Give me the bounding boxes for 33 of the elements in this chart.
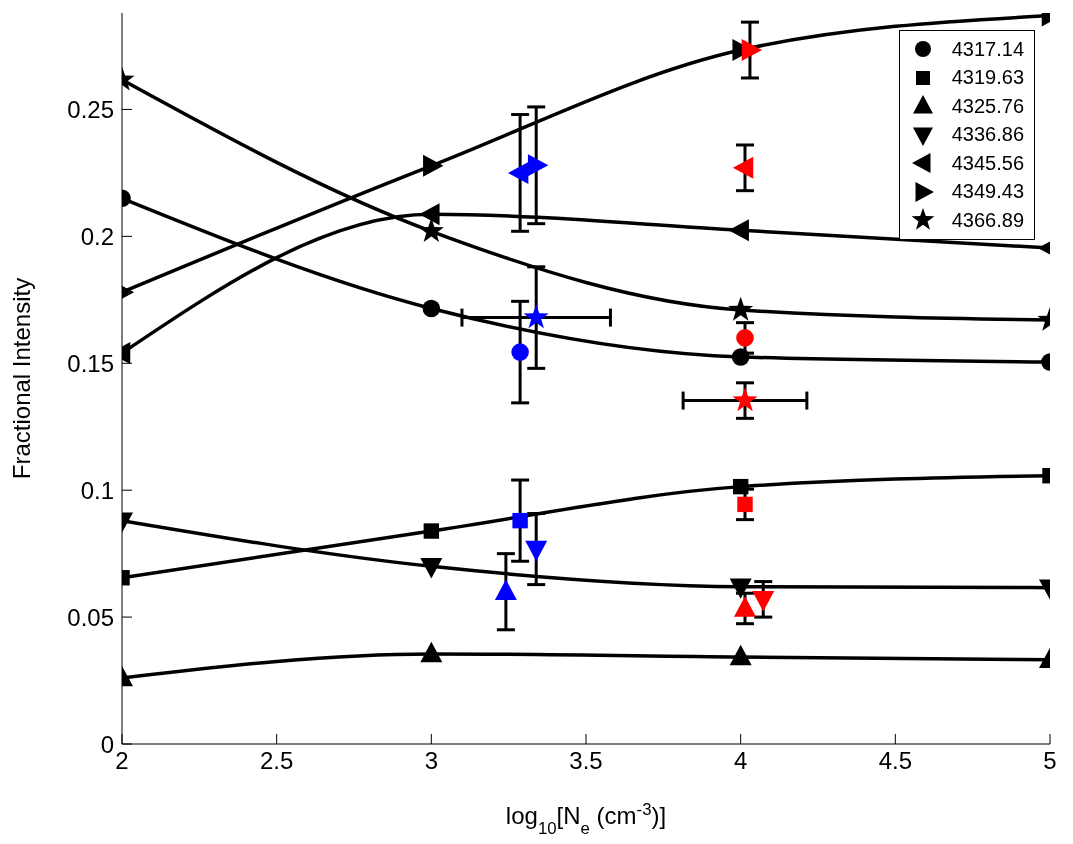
point [512,512,528,529]
point [737,496,753,513]
x-tick-label: 4 [733,747,748,775]
y-tick-label: 0.25 [67,95,114,123]
legend-label: 4349.43 [951,180,1024,204]
legend-label: 4366.89 [951,208,1024,232]
y-tick-label: 0.1 [80,476,114,504]
point [523,304,549,329]
legend-label: 4317.14 [951,37,1024,61]
point [736,329,754,347]
x-tick-label: 4.5 [878,747,913,775]
y-tick-label: 0.15 [67,349,114,377]
y-axis-title: Fractional Intensity [8,277,35,480]
x-tick-label: 5 [1043,747,1057,775]
x-tick-label: 3.5 [569,747,603,775]
x-tick-label: 2 [115,747,129,775]
x-tick-label: 2.5 [259,747,294,775]
legend-label: 4325.76 [951,94,1024,118]
point [734,596,756,617]
point [423,154,444,177]
y-tick-label: 0.2 [80,222,114,250]
legend-label: 4319.63 [951,66,1024,90]
point [494,579,517,600]
y-tick-label: 0.05 [67,603,114,631]
x-axis-title: log$_{10}$[N$_{e}$ (cm$^{-3}$)] [505,799,667,838]
point [527,154,549,177]
point [511,343,529,361]
y-tick-label: 0 [100,730,114,758]
legend-label: 4336.86 [951,123,1024,147]
x-tick-label: 3 [424,747,439,775]
legend-label: 4345.56 [951,151,1024,175]
point [732,387,758,412]
point [732,156,754,179]
